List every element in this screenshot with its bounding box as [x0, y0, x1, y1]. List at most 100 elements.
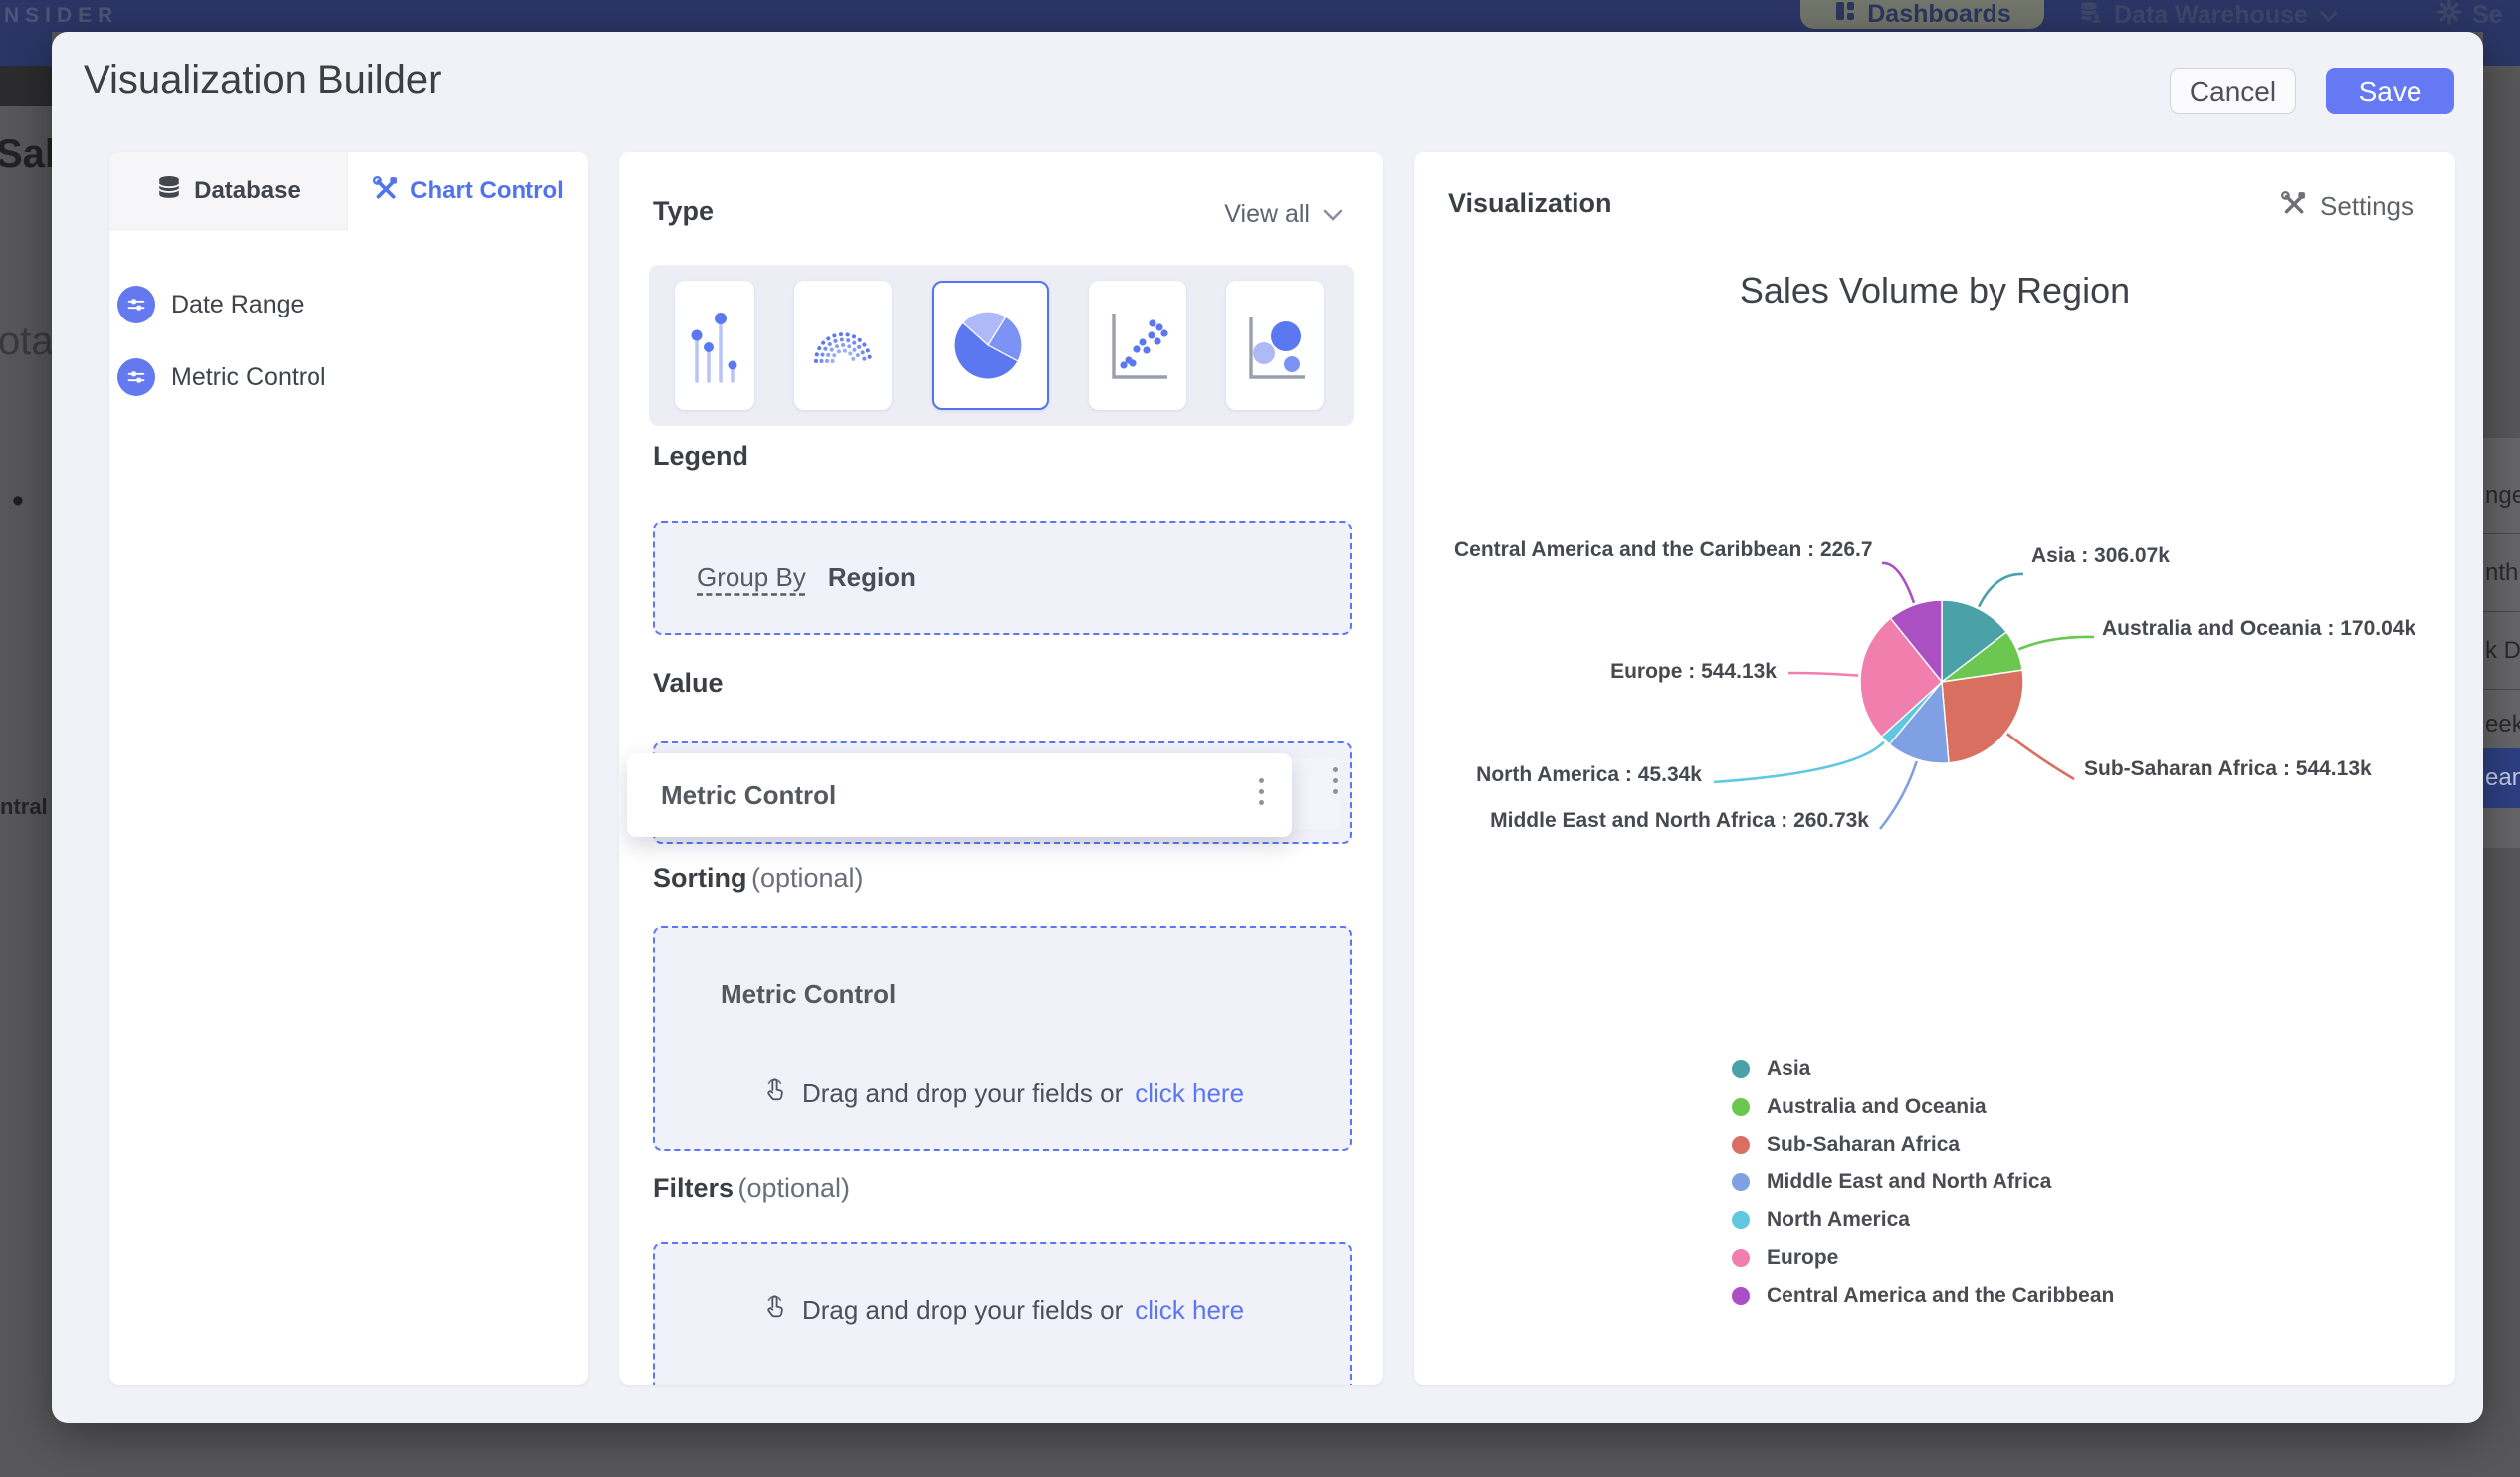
chart-type-pie-selected[interactable] [932, 281, 1049, 410]
clipped-menu-item: eek [2485, 711, 2520, 738]
viz-settings-button[interactable]: Settings [2280, 190, 2414, 223]
clipped-text-fragment: ntral [0, 794, 48, 819]
pie-leader-line [1787, 671, 1859, 677]
chevron-down-icon [1322, 200, 1344, 229]
nav-settings[interactable]: Se [2436, 0, 2503, 30]
pie-slice-asia[interactable] [1941, 599, 2008, 684]
nav-data-warehouse-label: Data Warehouse [2114, 0, 2308, 29]
pie-leader-line [2017, 635, 2095, 651]
clipped-text-fragment: Sal [0, 132, 52, 176]
click-here-link[interactable]: click here [1135, 1078, 1245, 1108]
legend-item-sub-saharan-africa[interactable]: Sub-Saharan Africa [1732, 1126, 2114, 1163]
tab-chart-control[interactable]: Chart Control [348, 152, 588, 230]
nav-data-warehouse[interactable]: Data Warehouse [2078, 0, 2340, 30]
clipped-text-fragment: ota [0, 319, 52, 363]
pie-slice-central-america-and-the-caribbean[interactable] [1889, 599, 1943, 684]
chart-type-list [649, 265, 1354, 426]
visualization-builder-modal: Visualization Builder Cancel Save Databa… [52, 32, 2483, 1423]
clipped-menu-item: k D [2485, 637, 2520, 664]
kebab-menu-icon[interactable] [1333, 767, 1338, 794]
optional-label: (optional) [737, 1173, 851, 1203]
legend-item-australia-and-oceania[interactable]: Australia and Oceania [1732, 1088, 2114, 1126]
pie-callout-sub-saharan-africa: Sub-Saharan Africa : 544.13k [2084, 757, 2372, 780]
sidebar-item-metric-control[interactable]: Metric Control [117, 349, 575, 405]
dnd-text: Drag and drop your fields or [801, 1295, 1124, 1325]
backdrop-left: Sal ota • ntral [0, 32, 52, 1477]
chart-legend: Asia Australia and Oceania Sub-Saharan Afr… [1732, 1050, 2114, 1315]
filters-dropzone[interactable]: Drag and drop your fields or click here [653, 1242, 1352, 1385]
view-all-button[interactable]: View all [1224, 200, 1344, 229]
chevron-down-icon [2318, 1, 2340, 30]
pie-slice-europe[interactable] [1859, 617, 1943, 738]
legend-dot [1732, 1249, 1750, 1267]
legend-item-central-america-and-the-caribbean[interactable]: Central America and the Caribbean [1732, 1277, 2114, 1315]
pie-callout-asia: Asia : 306.07k [2031, 544, 2170, 567]
legend-item-asia[interactable]: Asia [1732, 1050, 2114, 1088]
chart-title: Sales Volume by Region [1739, 270, 2131, 311]
legend-dot [1732, 1211, 1750, 1229]
clipped-menu-item: nge [2485, 482, 2520, 509]
legend-label: North America [1767, 1208, 1910, 1231]
type-section-label: Type [653, 196, 715, 226]
legend-label: Europe [1767, 1246, 1839, 1269]
tools-icon [2280, 190, 2306, 223]
clipped-menu-item-selected: ean [2483, 748, 2520, 808]
pie-leader-line [1881, 561, 1916, 604]
pie-chart [1713, 561, 2095, 830]
sorting-section-label: Sorting [653, 863, 747, 893]
backdrop-right-nav [2483, 32, 2520, 66]
clipped-bullet: • [12, 482, 24, 520]
visualization-panel: Visualization Settings Sales Volume by R… [1414, 152, 2455, 1385]
legend-section-label: Legend [653, 441, 749, 471]
legend-dot [1732, 1136, 1750, 1154]
group-by-link[interactable]: Group By [697, 562, 806, 592]
cancel-button[interactable]: Cancel [2170, 68, 2296, 114]
pie-callout-north-america: North America : 45.34k [1476, 763, 1702, 786]
pie-callout-middle-east-north-africa: Middle East and North Africa : 260.73k [1490, 809, 1869, 832]
backdrop-left-dark [0, 66, 52, 106]
nav-dashboards[interactable]: Dashboards [1800, 0, 2044, 29]
backdrop-dropdown: nge nth k D eek ean [2483, 438, 2520, 848]
legend-dot [1732, 1173, 1750, 1191]
nav-settings-label: Se [2472, 0, 2503, 29]
save-button[interactable]: Save [2326, 68, 2454, 114]
top-nav: NSIDER Dashboards Data Warehouse Se [0, 0, 2520, 32]
dragged-chip-label: Metric Control [661, 779, 837, 810]
chart-type-scatter[interactable] [1089, 281, 1186, 410]
legend-label: Central America and the Caribbean [1767, 1284, 2115, 1307]
filters-section-label: Filters [653, 1173, 735, 1203]
chart-type-lollipop[interactable] [675, 281, 754, 410]
dragged-metric-chip[interactable]: Metric Control [627, 753, 1292, 837]
legend-item-north-america[interactable]: North America [1732, 1201, 2114, 1239]
chart-type-bubble[interactable] [1226, 281, 1324, 410]
optional-label: (optional) [750, 863, 864, 893]
chart-type-arc[interactable] [794, 281, 892, 410]
kebab-menu-icon[interactable] [1259, 778, 1264, 805]
legend-dropzone[interactable]: Group By Region [653, 521, 1352, 635]
click-here-link[interactable]: click here [1135, 1295, 1245, 1325]
sorting-dropzone[interactable]: Metric Control Drag and drop your fields… [653, 926, 1352, 1151]
brand-logo: NSIDER [4, 4, 119, 27]
pie-leader-line [1713, 740, 1885, 784]
database-user-icon [2078, 0, 2104, 32]
divider [2483, 533, 2520, 534]
pie-leader-line [2005, 733, 2075, 781]
pie-callout-australia-oceania: Australia and Oceania : 170.04k [2102, 617, 2416, 640]
viz-settings-label: Settings [2320, 191, 2414, 221]
backdrop-left-nav [0, 32, 52, 66]
tools-icon [372, 175, 398, 208]
legend-item-middle-east-and-north-africa[interactable]: Middle East and North Africa [1732, 1163, 2114, 1201]
tune-icon [117, 358, 155, 396]
sidebar-item-date-range[interactable]: Date Range [117, 277, 575, 332]
tab-database[interactable]: Database [109, 152, 348, 230]
pie-leader-line [1878, 760, 1918, 830]
sorting-chip-label: Metric Control [721, 979, 897, 1009]
pie-slice-sub-saharan-africa[interactable] [1941, 669, 2024, 764]
visualization-header: Visualization [1448, 188, 1612, 218]
legend-label: Middle East and North Africa [1767, 1170, 2052, 1193]
legend-label: Asia [1767, 1057, 1811, 1080]
pie-slice-middle-east-and-north-africa[interactable] [1888, 680, 1950, 764]
tune-icon [117, 286, 155, 323]
legend-item-europe[interactable]: Europe [1732, 1239, 2114, 1277]
